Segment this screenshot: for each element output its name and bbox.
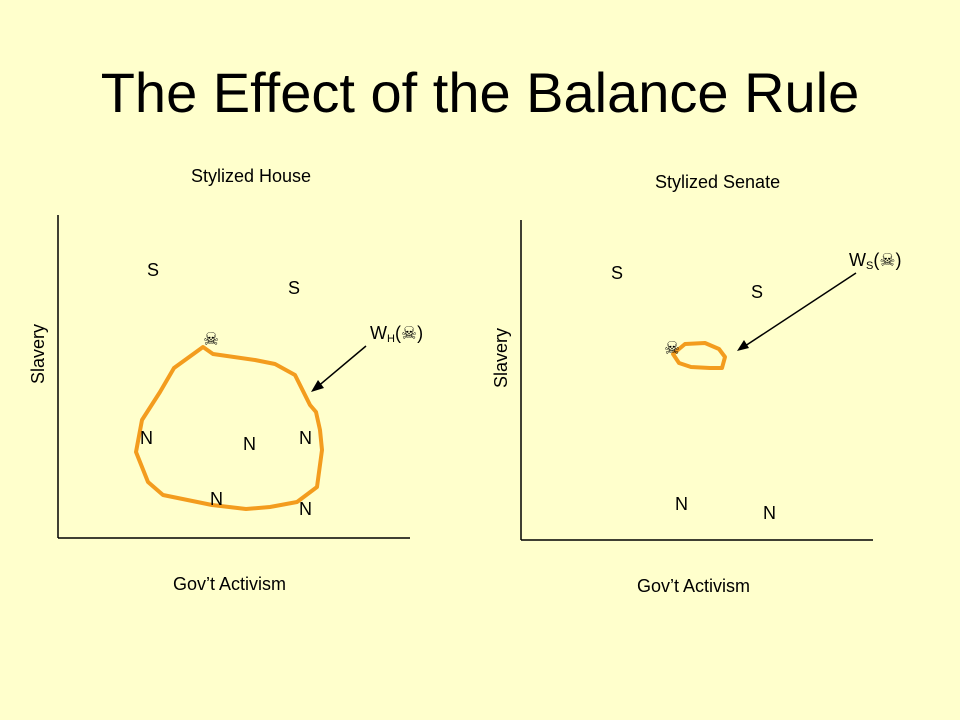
house-win-set <box>134 345 324 511</box>
house-point-n: N <box>243 434 256 454</box>
slide-title: The Effect of the Balance Rule <box>100 61 860 124</box>
house-win-label-close: ) <box>417 323 424 343</box>
house-point-n: N <box>299 499 312 519</box>
senate-win-set <box>671 341 727 370</box>
house-point-n: N <box>140 428 153 448</box>
senate-win-label-main: W <box>849 250 866 270</box>
house-point-s: S <box>147 260 160 280</box>
senate-win-label-open: ( <box>873 250 880 270</box>
house-win-label-sub: H <box>387 333 395 345</box>
senate-win-label: WS(☠) <box>849 249 901 277</box>
house-ideal-skull-icon: ☠ <box>203 329 220 350</box>
house-win-label-open: ( <box>394 323 401 343</box>
house-point-n: N <box>210 489 223 509</box>
senate-win-skull-icon: ☠ <box>879 250 896 271</box>
house-point-n: N <box>299 428 312 448</box>
house-arrowhead <box>311 380 324 392</box>
house-arrow <box>315 345 367 389</box>
house-win-label: WH(☠) <box>370 322 423 350</box>
senate-point-s: S <box>751 282 764 302</box>
house-title: Stylized House <box>191 166 312 186</box>
senate-arrowhead <box>737 340 749 351</box>
house-win-label-main: W <box>370 323 387 343</box>
house-point-s: S <box>288 278 301 298</box>
senate-ideal-skull-icon: ☠ <box>664 338 681 359</box>
senate-point-n: N <box>675 494 688 514</box>
senate-ylabel: Slavery <box>491 327 511 388</box>
senate-point-s: S <box>611 263 624 283</box>
senate-arrow <box>741 272 857 349</box>
house-xlabel: Gov’t Activism <box>173 574 287 594</box>
senate-title: Stylized Senate <box>655 172 781 192</box>
senate-win-label-sub: S <box>866 260 874 272</box>
senate-win-label-close: ) <box>895 250 902 270</box>
senate-point-n: N <box>763 503 776 523</box>
house-win-skull-icon: ☠ <box>400 323 418 344</box>
house-ylabel: Slavery <box>28 323 48 384</box>
senate-xlabel: Gov’t Activism <box>637 576 751 596</box>
